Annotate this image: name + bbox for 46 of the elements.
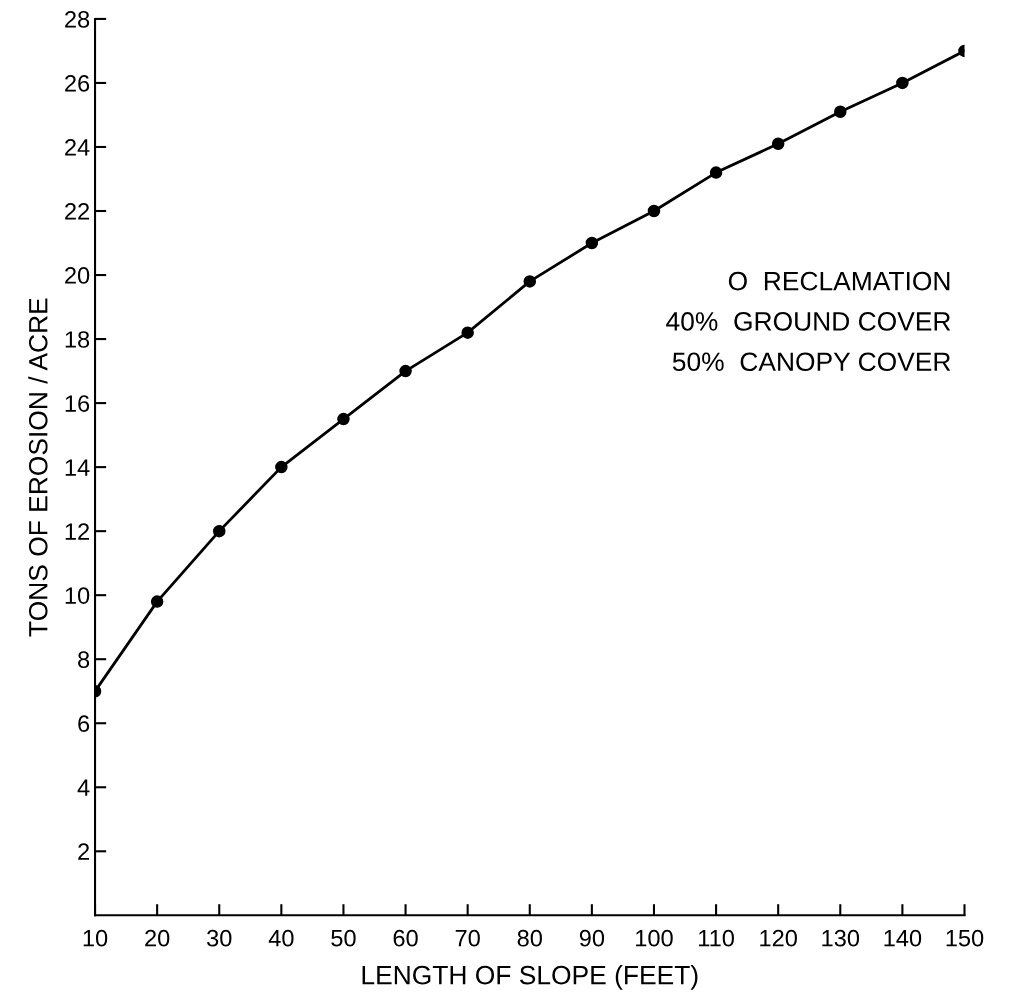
point	[275, 460, 288, 474]
annotation: O RECLAMATION	[728, 271, 950, 291]
x-tick-label: 40	[268, 929, 294, 947]
x-tick-label: 50	[331, 929, 356, 947]
x-tick-label: 60	[393, 929, 418, 947]
y-tick-label: 28	[65, 10, 90, 28]
point	[337, 412, 350, 426]
point	[771, 137, 785, 151]
y-tick-label: 6	[78, 715, 90, 733]
y-tick-label: 20	[65, 267, 90, 284]
point	[585, 236, 599, 250]
x-tick-label: 140	[884, 929, 922, 947]
point	[461, 326, 474, 339]
y-tick-label: 22	[65, 203, 89, 220]
point	[399, 364, 412, 378]
point	[212, 524, 226, 538]
y-tick-label: 12	[65, 523, 89, 540]
y-tick-label: 18	[65, 331, 90, 348]
y-axis-title: TONS OF EROSION / ACRE	[28, 298, 48, 637]
x-tick-label: 110	[699, 929, 734, 947]
x-tick-label: 130	[822, 929, 860, 947]
x-tick-label: 150	[946, 929, 984, 947]
y-tick-label: 10	[65, 587, 90, 604]
point	[647, 204, 661, 218]
x-axis-title: LENGTH OF SLOPE (FEET)	[362, 965, 698, 990]
x-tick-label: 70	[455, 929, 480, 947]
x-tick-label: 20	[145, 929, 170, 947]
point	[523, 275, 537, 288]
point	[896, 76, 909, 90]
x-tick-label: 30	[207, 929, 232, 947]
annotation: 40% GROUND COVER	[666, 312, 951, 331]
y-tick-label: 24	[65, 139, 90, 156]
y-tick-label: 16	[65, 395, 90, 412]
y-tick-label: 8	[78, 651, 90, 668]
y-tick-label: 2	[78, 843, 89, 860]
point	[834, 105, 847, 119]
x-tick-label: 100	[636, 929, 673, 947]
point	[150, 595, 164, 608]
y-tick-label: 26	[65, 75, 90, 92]
x-tick-label: 90	[579, 929, 605, 947]
y-tick-label: 4	[77, 779, 90, 796]
x-tick-label: 80	[517, 929, 542, 947]
y-tick-label: 14	[65, 459, 90, 476]
x-tick-label: 120	[760, 929, 797, 947]
annotation: 50% CANOPY COVER	[672, 352, 951, 372]
point	[709, 166, 723, 179]
